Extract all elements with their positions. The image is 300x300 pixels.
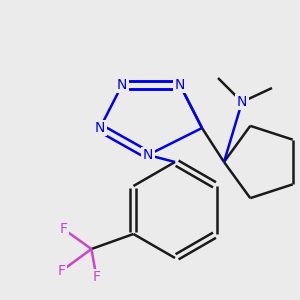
Text: N: N — [175, 78, 185, 92]
Text: F: F — [57, 264, 65, 278]
Text: N: N — [143, 148, 153, 162]
Text: N: N — [95, 121, 105, 135]
Text: N: N — [117, 78, 127, 92]
Text: N: N — [237, 95, 247, 109]
Text: F: F — [92, 270, 101, 284]
Text: F: F — [59, 222, 68, 236]
